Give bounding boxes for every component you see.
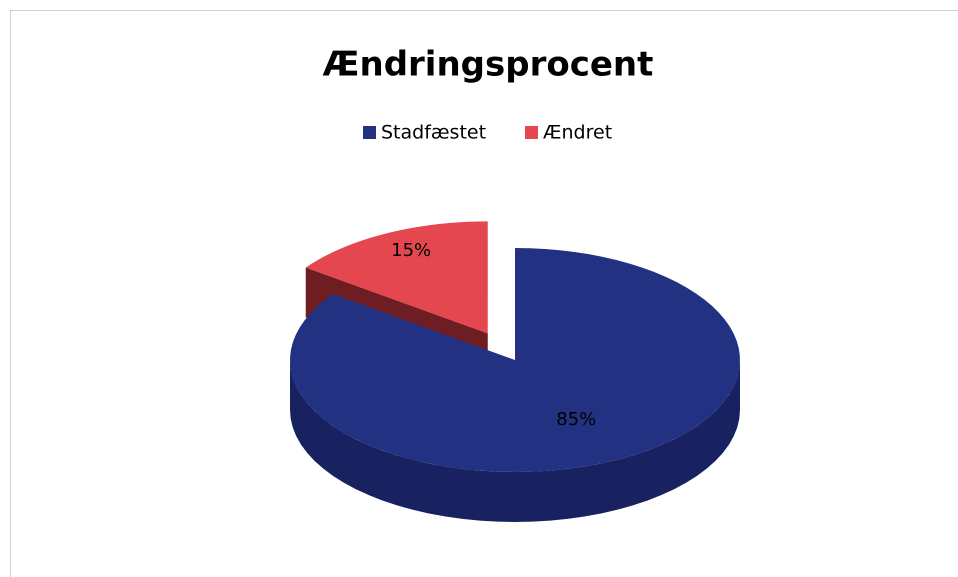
slice: [305, 221, 488, 334]
data-label: 15%: [391, 240, 431, 261]
chart-title: Ændringsprocent: [323, 45, 654, 85]
legend-swatch: [363, 126, 376, 139]
data-label: 85%: [556, 409, 596, 430]
legend-label: Stadfæstet: [381, 122, 486, 144]
slice: [290, 248, 740, 472]
legend-swatch: [525, 126, 538, 139]
slice-side: [290, 360, 740, 522]
legend-label: Ændret: [543, 122, 612, 144]
